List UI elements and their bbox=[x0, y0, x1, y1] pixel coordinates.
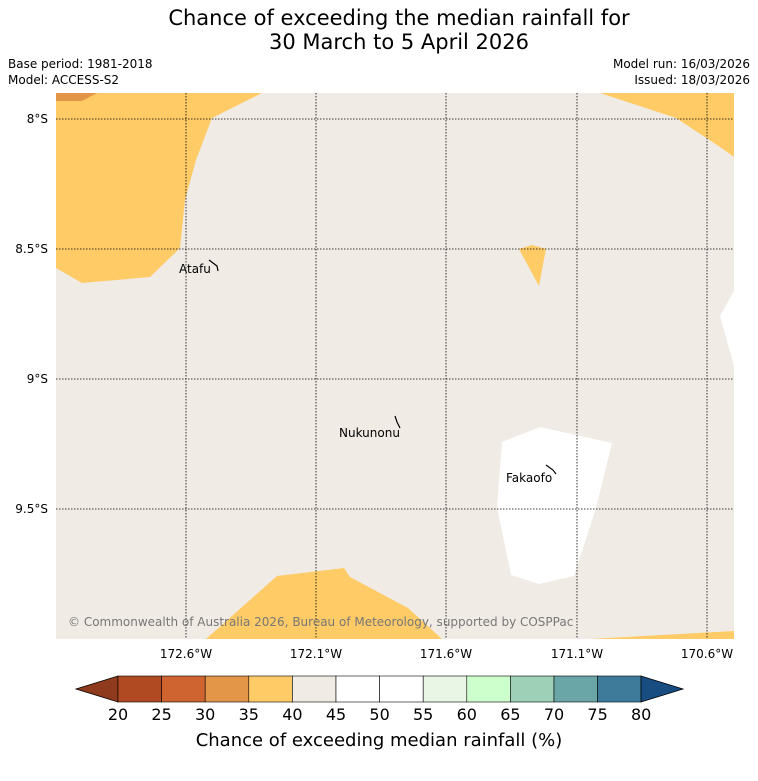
colorbar-under-arrow bbox=[74, 675, 119, 703]
map-gridlines bbox=[56, 93, 734, 639]
colorbar-segment bbox=[204, 675, 250, 703]
place-label-fakaofo: Fakaofo bbox=[506, 471, 553, 485]
colorbar-segment bbox=[248, 675, 293, 703]
lat-label-8-5s: 8.5°S bbox=[15, 242, 48, 256]
colorbar-tick-label: 20 bbox=[107, 705, 129, 724]
colorbar-tick-label: 55 bbox=[413, 705, 434, 724]
lon-label-171-1w: 171.1°W bbox=[550, 647, 604, 661]
colorbar-tick-label: 40 bbox=[282, 705, 303, 724]
issued-label: Issued: 18/03/2026 bbox=[634, 73, 750, 87]
region-35-40-southeast bbox=[590, 631, 734, 639]
colorbar-tick-label: 35 bbox=[238, 705, 259, 724]
colorbar-segment bbox=[597, 675, 642, 703]
region-35-40-central-patch bbox=[519, 245, 546, 286]
colorbar-tick-label: 80 bbox=[631, 705, 652, 724]
lat-label-8s: 8°S bbox=[26, 112, 48, 126]
region-30-35-northwest-corner bbox=[56, 93, 97, 101]
map-title-line2: 30 March to 5 April 2026 bbox=[269, 30, 529, 54]
colorbar-segment bbox=[161, 675, 206, 703]
colorbar-segment bbox=[466, 675, 511, 703]
region-35-40-northeast bbox=[600, 93, 734, 157]
colorbar-tick-label: 70 bbox=[543, 705, 565, 724]
fakaofo-atoll-outline bbox=[545, 464, 557, 475]
colorbar-segment bbox=[335, 675, 380, 703]
lon-label-172-6w: 172.6°W bbox=[159, 647, 213, 661]
lat-label-9s: 9°S bbox=[26, 372, 48, 386]
place-label-nukunonu: Nukunonu bbox=[339, 426, 400, 440]
base-period-label: Base period: 1981-2018 bbox=[8, 57, 153, 71]
colorbar-segment bbox=[422, 675, 468, 703]
atoll-outlines bbox=[208, 259, 557, 475]
lon-label-171-6w: 171.6°W bbox=[419, 647, 473, 661]
lat-label-9-5s: 9.5°S bbox=[15, 502, 48, 516]
colorbar-segment bbox=[510, 675, 555, 703]
colorbar-tick-label: 50 bbox=[369, 705, 390, 724]
rainfall-probability-field bbox=[56, 93, 734, 639]
colorbar-segment bbox=[379, 675, 424, 703]
nukunonu-atoll-outline bbox=[394, 415, 401, 429]
colorbar-tick-label: 25 bbox=[151, 705, 172, 724]
atafu-atoll-outline bbox=[208, 259, 219, 272]
colorbar bbox=[74, 675, 685, 703]
colorbar-segment bbox=[292, 675, 337, 703]
colorbar-tick-label: 45 bbox=[325, 705, 347, 724]
colorbar-axis-label: Chance of exceeding median rainfall (%) bbox=[195, 730, 563, 751]
model-run-label: Model run: 16/03/2026 bbox=[612, 57, 750, 71]
colorbar-segment bbox=[117, 675, 162, 703]
colorbar-segment bbox=[553, 675, 598, 703]
colorbar-over-arrow bbox=[640, 675, 685, 703]
model-label: Model: ACCESS-S2 bbox=[8, 73, 120, 87]
place-label-atafu: Atafu bbox=[179, 262, 211, 276]
colorbar-tick-label: 75 bbox=[587, 705, 608, 724]
lon-label-172-1w: 172.1°W bbox=[289, 647, 343, 661]
map-title-line1: Chance of exceeding the median rainfall … bbox=[168, 6, 630, 30]
lon-label-170-6w: 170.6°W bbox=[680, 647, 734, 661]
region-45-55-fakaofo bbox=[497, 427, 612, 584]
colorbar-tick-label: 65 bbox=[500, 705, 521, 724]
copyright-notice: © Commonwealth of Australia 2026, Bureau… bbox=[68, 615, 574, 629]
colorbar-tick-label: 60 bbox=[456, 705, 477, 724]
colorbar-segments bbox=[117, 675, 642, 703]
region-35-40-northwest bbox=[56, 93, 262, 283]
region-45-55-east-edge bbox=[720, 291, 734, 366]
colorbar-tick-label: 30 bbox=[195, 705, 216, 724]
region-35-40-south bbox=[206, 568, 442, 639]
